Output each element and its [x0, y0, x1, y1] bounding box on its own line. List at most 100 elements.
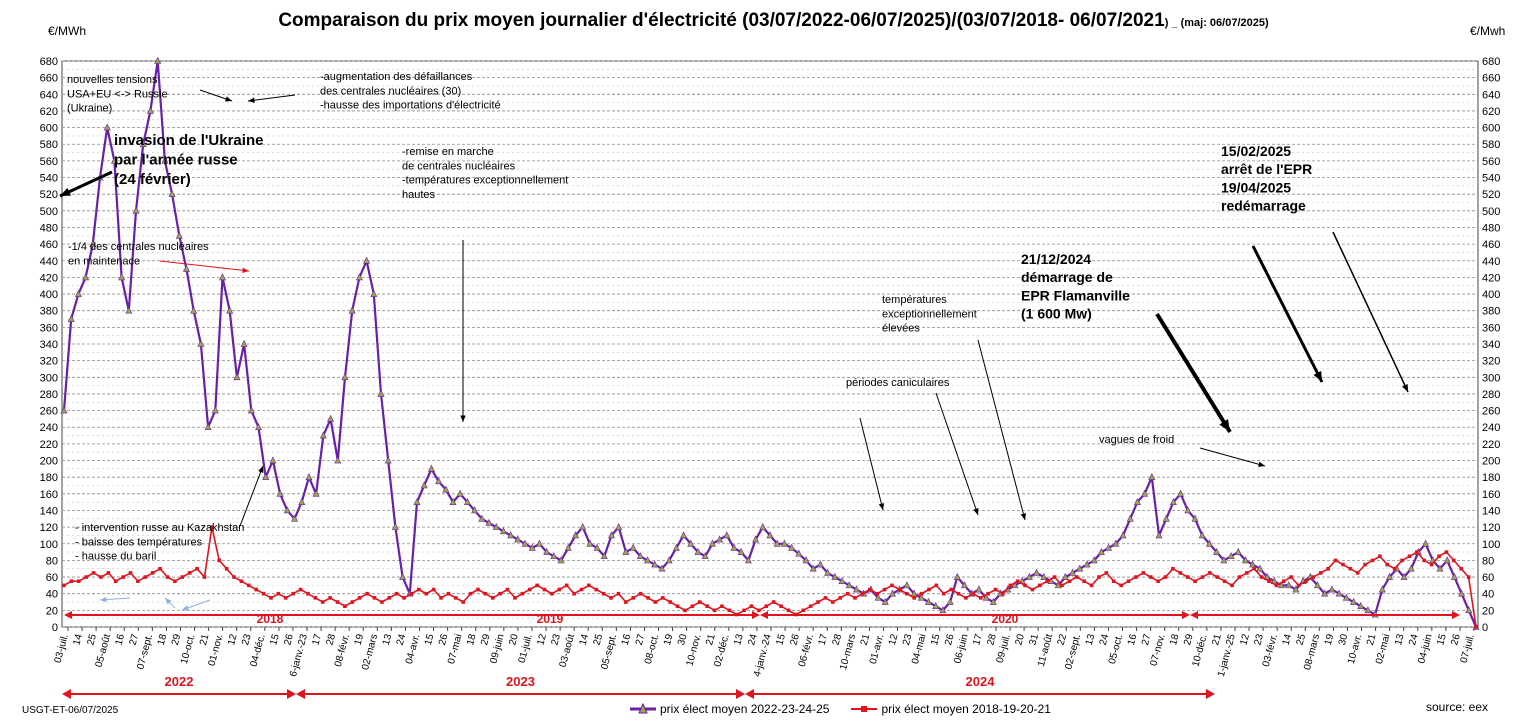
data-point-2018 — [653, 600, 658, 604]
data-point-2022 — [1054, 581, 1062, 589]
y-axis-unit-left: €/MWh — [48, 24, 87, 38]
data-point-2018 — [1200, 575, 1205, 579]
data-point-2018 — [712, 608, 717, 613]
y-tick-label-left: 200 — [40, 456, 58, 468]
annotation-epr_demarrage: 21/12/2024 démarrage de EPR Flamanville (1 … — [1021, 251, 1130, 322]
data-point-2022 — [788, 543, 796, 551]
data-point-2018 — [1171, 566, 1175, 571]
year-label-top: 2020 — [992, 612, 1019, 626]
data-point-2022 — [622, 547, 630, 555]
data-point-2018 — [217, 558, 222, 563]
title-suffix: ) _ (maj: 06/07/2025) — [1164, 17, 1269, 29]
y-tick-label-left: 460 — [40, 239, 58, 251]
data-point-2022 — [752, 535, 760, 543]
data-point-2018 — [394, 591, 399, 596]
data-point-2018 — [121, 575, 125, 579]
arrow-temperatures — [977, 339, 1026, 521]
data-point-2018 — [483, 591, 488, 596]
data-point-2018 — [431, 587, 436, 592]
y-tick-label-left: 620 — [40, 106, 58, 118]
data-point-2022 — [852, 585, 860, 593]
source-label: source: eex — [1426, 700, 1489, 714]
data-point-2018 — [1274, 583, 1279, 588]
x-tick-label: 28 — [831, 633, 845, 647]
data-point-2022 — [1321, 589, 1329, 597]
data-point-2018 — [1289, 575, 1293, 579]
data-point-2022 — [435, 477, 443, 485]
title-main: Comparaison du prix moyen journalier d'é… — [278, 10, 1165, 31]
data-point-2022 — [1400, 572, 1408, 580]
annotation-maintenance: -1/4 des centrales nucléaires en maintena… — [68, 241, 209, 267]
annotation-tensions: nouvelles tensions USA+EU <-> Russie (Ukra… — [67, 74, 168, 115]
x-tick-label: 26 — [437, 633, 451, 647]
data-point-2022 — [1011, 581, 1019, 589]
data-point-2022 — [305, 473, 313, 480]
x-tick-label: 13 — [1393, 633, 1407, 647]
data-point-2022 — [1133, 497, 1141, 505]
data-point-2018 — [1052, 575, 1057, 579]
x-tick-label: 16 — [114, 633, 128, 647]
y-axis-unit-right: €/Mwh — [1470, 24, 1506, 38]
y-tick-label-left: 80 — [46, 555, 58, 567]
y-tick-label-left: 120 — [40, 522, 58, 534]
data-point-2018 — [1370, 558, 1375, 563]
arrow-epr-arret-head — [1313, 371, 1322, 382]
data-point-2022 — [1205, 539, 1213, 547]
arrow-canicule-a-head — [878, 503, 885, 510]
data-point-2022 — [845, 581, 853, 589]
data-point-2018 — [683, 608, 687, 613]
y-tick-label-right: 80 — [1482, 555, 1494, 567]
annotation-kazakhstan: - intervention russe au Kazakhstan - bais… — [75, 522, 244, 563]
data-point-2018 — [505, 587, 510, 592]
arrow-epr-arret — [1251, 245, 1324, 383]
year-arrow-head — [745, 689, 754, 699]
data-point-2018 — [357, 596, 362, 600]
data-point-2022 — [74, 289, 82, 297]
y-tick-label-right: 220 — [1482, 439, 1500, 451]
y-tick-label-right: 20 — [1482, 605, 1494, 617]
annotation-remise: -remise en marche de centrales nucléaires… — [402, 146, 568, 201]
arrow-epr-demarrage-head — [1219, 419, 1230, 432]
x-tick-label: 30 — [676, 633, 690, 647]
data-point-2018 — [527, 587, 532, 592]
arrow-maintenance-head — [242, 267, 249, 273]
data-point-2022 — [1234, 547, 1242, 555]
data-point-2018 — [1296, 583, 1301, 588]
y-tick-label-right: 160 — [1482, 489, 1500, 501]
data-point-2022 — [204, 423, 212, 431]
year-arrow-head — [1190, 611, 1198, 619]
data-point-2018 — [350, 600, 355, 604]
year-arrow-head — [1206, 689, 1215, 699]
data-point-2018 — [468, 591, 473, 596]
y-tick-label-right: 100 — [1482, 539, 1500, 551]
x-tick-label: 23 — [1252, 633, 1266, 647]
y-tick-label-right: 600 — [1482, 123, 1500, 135]
data-point-2018 — [631, 596, 636, 600]
data-point-2022 — [932, 602, 940, 609]
data-point-2022 — [744, 556, 752, 564]
x-tick-label: 25 — [592, 633, 606, 647]
data-point-2018 — [1222, 579, 1227, 584]
x-tick-label: 27 — [1140, 633, 1154, 647]
data-point-2018 — [587, 583, 591, 588]
data-point-2018 — [91, 571, 96, 575]
x-tick-label: 17 — [971, 633, 985, 647]
data-point-2018 — [1259, 575, 1264, 579]
x-tick-label: 24 — [746, 633, 760, 647]
data-point-2022 — [1335, 589, 1343, 597]
data-point-2022 — [716, 535, 724, 543]
data-point-2018 — [1215, 575, 1220, 579]
data-point-2018 — [224, 566, 229, 571]
data-point-2018 — [757, 608, 761, 613]
data-point-2022 — [1364, 606, 1372, 614]
y-tick-label-right: 640 — [1482, 89, 1500, 101]
data-point-2022 — [759, 522, 767, 530]
data-point-2022 — [651, 560, 659, 568]
x-tick-label: 12 — [226, 633, 240, 647]
x-tick-label: 19 — [353, 633, 367, 647]
data-point-2022 — [1191, 514, 1199, 522]
data-point-2022 — [535, 539, 543, 547]
data-point-2022 — [1285, 581, 1293, 589]
y-tick-label-right: 60 — [1482, 572, 1494, 584]
x-tick-label: 12 — [887, 633, 901, 647]
